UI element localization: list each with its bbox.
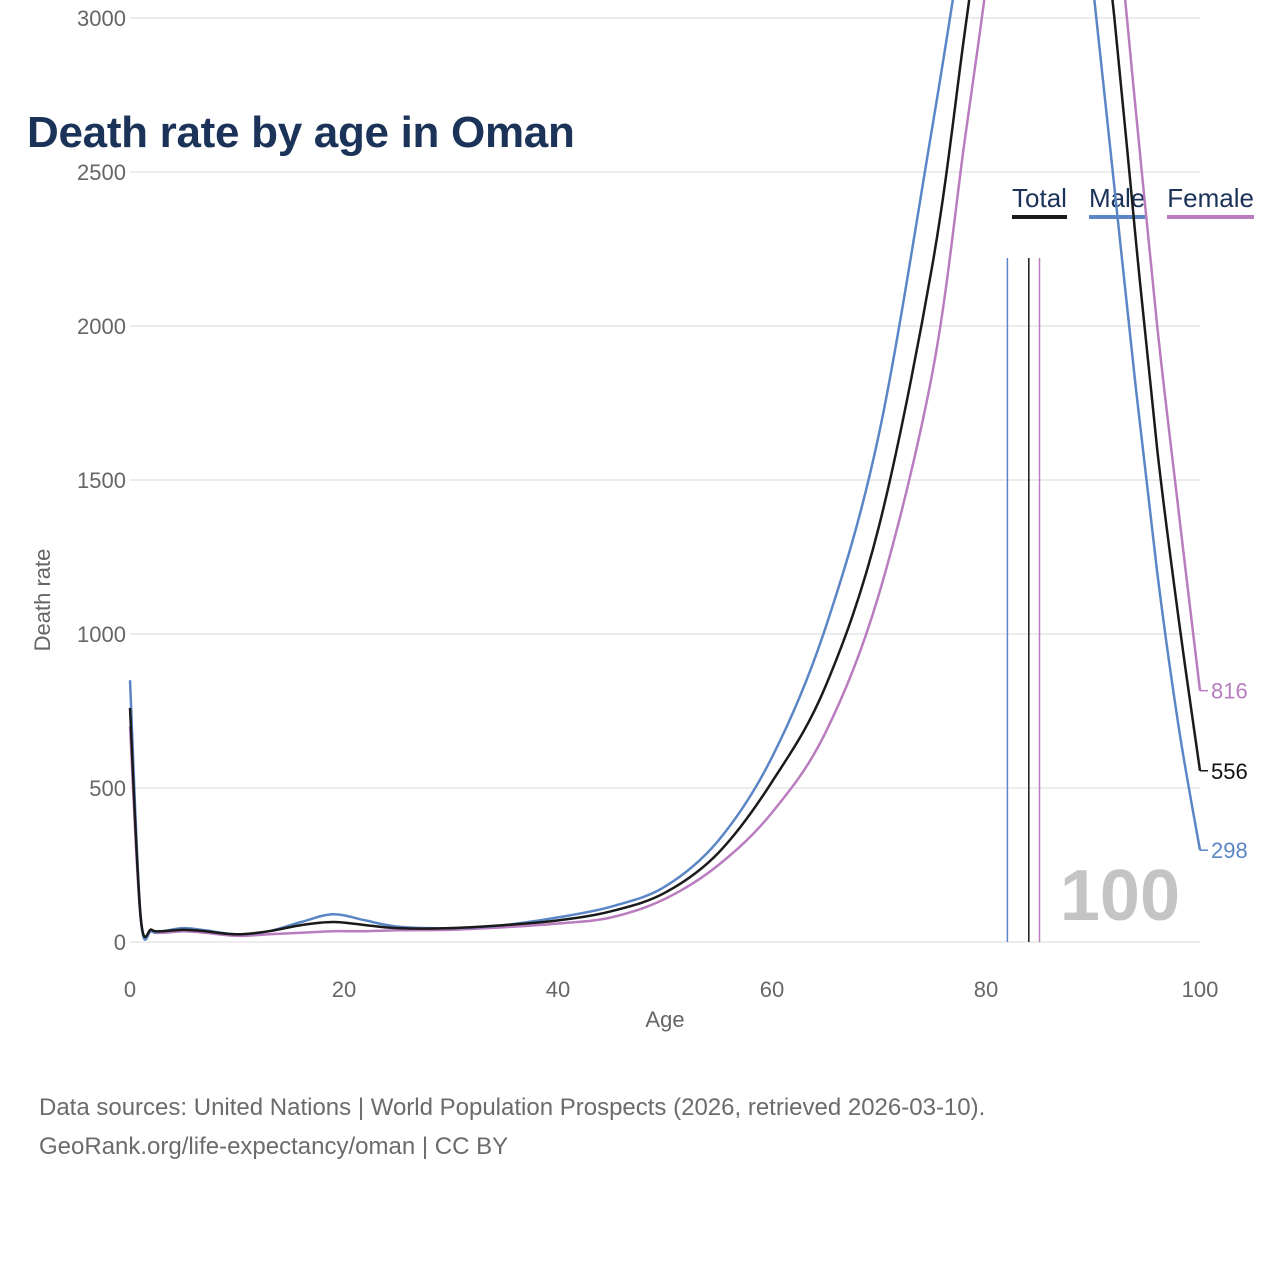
footer: Data sources: United Nations | World Pop…: [39, 1088, 985, 1166]
y-axis-ticks: 05001000150020002500300035004000: [77, 6, 126, 955]
legend-item-female[interactable]: Female: [1167, 183, 1254, 219]
age-watermark: 100: [1060, 856, 1180, 936]
legend-item-total[interactable]: Total: [1012, 183, 1067, 219]
y-tick-label: 3000: [77, 6, 126, 31]
end-label-total: 556: [1211, 759, 1248, 784]
series-lines: [128, 0, 1202, 941]
y-tick-label: 1500: [77, 468, 126, 493]
series-line-female[interactable]: [128, 0, 1202, 939]
x-tick-label: 100: [1182, 977, 1219, 1002]
x-tick-label: 80: [974, 977, 998, 1002]
x-axis-ticks: 0 20 40 60 80 100: [124, 977, 1218, 1002]
chart-title: Death rate by age in Oman: [27, 108, 575, 157]
x-tick-label: 40: [546, 977, 570, 1002]
mode-age-markers: [1006, 258, 1041, 942]
x-tick-label: 60: [760, 977, 784, 1002]
end-label-male: 298: [1211, 838, 1248, 863]
x-axis-title: Age: [645, 1007, 684, 1032]
y-tick-label: 0: [114, 930, 126, 955]
y-tick-label: 500: [89, 776, 126, 801]
y-tick-label: 2000: [77, 314, 126, 339]
series-line-total[interactable]: [128, 0, 1202, 939]
end-labels: 556 298 816: [1200, 679, 1248, 863]
x-tick-label: 0: [124, 977, 136, 1002]
data-sources: Data sources: United Nations | World Pop…: [39, 1094, 986, 1121]
credit-link[interactable]: GeoRank.org/life-expectancy/oman | CC BY: [39, 1133, 509, 1160]
end-label-female: 816: [1211, 679, 1248, 704]
y-axis-title: Death rate: [30, 549, 55, 652]
x-tick-label: 20: [332, 977, 356, 1002]
line-chart: 05001000150020002500300035004000 0204060…: [30, 0, 1248, 1032]
y-tick-label: 2500: [77, 160, 126, 185]
grid-lines: [130, 17, 1200, 943]
y-tick-label: 1000: [77, 622, 126, 647]
